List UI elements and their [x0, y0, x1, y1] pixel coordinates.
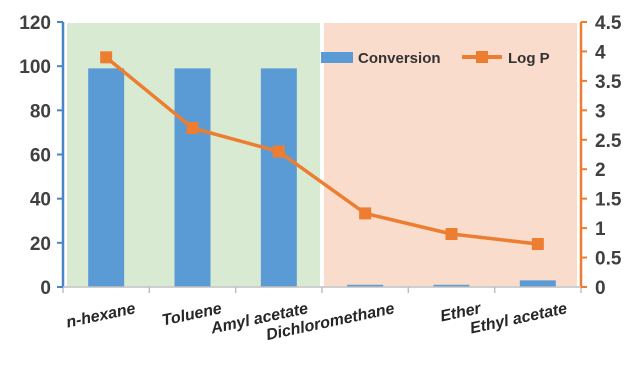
- left-tick-label: 100: [19, 57, 51, 78]
- right-tick-label: 4: [595, 42, 606, 63]
- logp-point-dichloromethane: [359, 207, 372, 220]
- logp-point-toluene: [186, 122, 199, 134]
- logp-point-ether: [445, 228, 458, 240]
- right-tick-label: 2.5: [595, 131, 622, 152]
- right-tick-label: 0.5: [595, 249, 622, 270]
- right-axis-ticks: 0 0.5 1 1.5 2 2.5 3 3.5 4 4.5: [581, 13, 622, 299]
- right-tick-label: 1.5: [595, 190, 622, 211]
- legend-conversion-label: Conversion: [358, 50, 441, 67]
- right-tick-label: 3: [595, 101, 606, 122]
- bar-ethyl-acetate: [519, 280, 556, 287]
- left-tick-label: 40: [30, 190, 51, 211]
- bar-ether: [433, 284, 470, 287]
- legend-logp-label: Log P: [508, 50, 550, 67]
- bar-n-hexane: [88, 68, 125, 287]
- logp-point-n-hexane: [100, 51, 113, 64]
- bar-amyl-acetate: [260, 68, 297, 287]
- right-tick-label: 4.5: [595, 13, 622, 34]
- left-tick-label: 80: [30, 101, 51, 122]
- logp-point-ethyl-acetate: [531, 238, 544, 251]
- bars: [88, 68, 556, 287]
- category-label: Ethyl acetate: [469, 300, 569, 337]
- legend-conversion-swatch: [321, 52, 353, 63]
- left-tick-label: 120: [19, 13, 51, 34]
- right-tick-label: 1: [595, 219, 606, 240]
- right-tick-label: 3.5: [595, 72, 622, 93]
- right-tick-label: 0: [595, 278, 606, 299]
- left-tick-label: 20: [30, 234, 51, 255]
- left-tick-label: 0: [40, 278, 51, 299]
- right-tick-label: 2: [595, 160, 606, 181]
- left-tick-label: 60: [30, 146, 51, 167]
- logp-line: [100, 51, 544, 251]
- logp-point-amyl-acetate: [272, 145, 285, 158]
- legend-logp-marker: [476, 51, 488, 63]
- left-axis-ticks: 0 20 40 60 80 100 120: [19, 13, 63, 299]
- logp-polyline: [105, 55, 539, 246]
- category-label: n-hexane: [65, 300, 137, 331]
- bar-dichloromethane: [347, 284, 384, 287]
- legend: Conversion Log P: [321, 50, 550, 67]
- bar-toluene: [174, 68, 211, 287]
